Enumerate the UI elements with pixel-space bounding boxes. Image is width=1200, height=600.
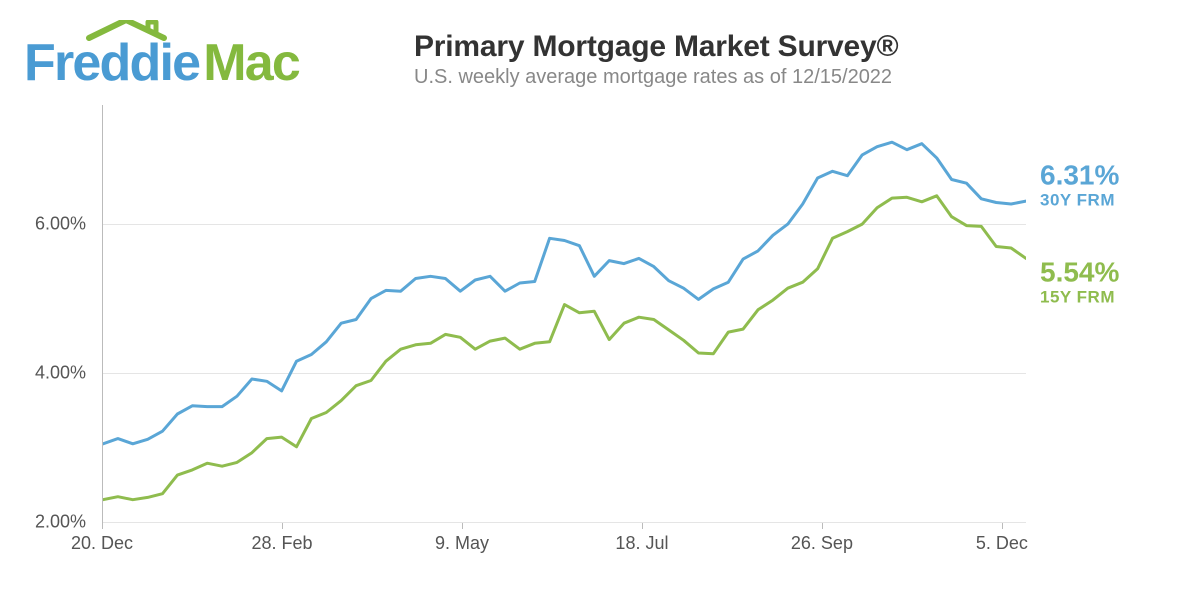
title-block: Primary Mortgage Market Survey® U.S. wee… <box>414 28 1176 89</box>
y-tick-label: 2.00% <box>35 512 86 533</box>
x-tick <box>642 523 643 529</box>
x-tick-label: 9. May <box>435 533 489 554</box>
series-line <box>103 142 1026 444</box>
y-axis: 2.00% 4.00% 6.00% <box>24 105 94 565</box>
freddie-mac-logo: FreddieMac <box>24 20 354 97</box>
header: FreddieMac Primary Mortgage Market Surve… <box>24 20 1176 97</box>
end-labels: 6.31% 30Y FRM 5.54% 15Y FRM <box>1036 105 1166 523</box>
x-tick-label: 28. Feb <box>251 533 312 554</box>
chart-title: Primary Mortgage Market Survey® <box>414 30 1176 64</box>
series-end-name: 15Y FRM <box>1040 289 1119 306</box>
x-tick <box>282 523 283 529</box>
x-tick-label: 18. Jul <box>615 533 668 554</box>
series-end-value: 5.54% <box>1040 259 1119 287</box>
x-tick <box>822 523 823 529</box>
plot-area <box>102 105 1026 523</box>
series-end-name: 30Y FRM <box>1040 192 1119 209</box>
y-tick-label: 6.00% <box>35 214 86 235</box>
x-tick-label: 20. Dec <box>71 533 133 554</box>
chart-card: FreddieMac Primary Mortgage Market Surve… <box>0 0 1200 600</box>
series-end-value: 6.31% <box>1040 162 1119 190</box>
x-tick-label: 26. Sep <box>791 533 853 554</box>
x-tick <box>1002 523 1003 529</box>
chart-subtitle: U.S. weekly average mortgage rates as of… <box>414 66 1176 89</box>
line-chart: 2.00% 4.00% 6.00% 20. Dec 28. Feb 9. May 18. … <box>24 105 1176 565</box>
series-svg <box>103 105 1026 522</box>
x-axis: 20. Dec28. Feb9. May18. Jul26. Sep5. Dec <box>102 523 1026 565</box>
x-tick <box>102 523 103 529</box>
x-tick-label: 5. Dec <box>976 533 1028 554</box>
x-tick <box>462 523 463 529</box>
series-end-label: 6.31% 30Y FRM <box>1040 162 1119 209</box>
y-tick-label: 4.00% <box>35 363 86 384</box>
series-end-label: 5.54% 15Y FRM <box>1040 259 1119 306</box>
svg-text:FreddieMac: FreddieMac <box>24 34 300 92</box>
